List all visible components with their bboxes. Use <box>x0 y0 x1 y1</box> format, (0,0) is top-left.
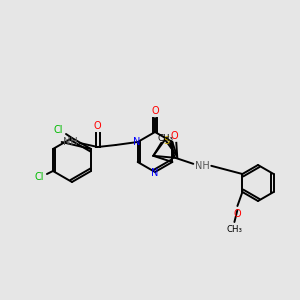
Text: Cl: Cl <box>34 172 44 182</box>
Text: N: N <box>151 168 159 178</box>
Text: CH₃: CH₃ <box>226 224 242 233</box>
Text: O: O <box>151 106 159 116</box>
Text: S: S <box>163 136 169 146</box>
Text: O: O <box>234 209 241 219</box>
Text: NH: NH <box>195 161 210 171</box>
Text: N: N <box>133 137 140 147</box>
Text: CH₃: CH₃ <box>157 134 173 143</box>
Text: NH: NH <box>63 137 78 147</box>
Text: O: O <box>94 121 101 131</box>
Text: O: O <box>170 131 178 141</box>
Text: Cl: Cl <box>53 125 63 135</box>
